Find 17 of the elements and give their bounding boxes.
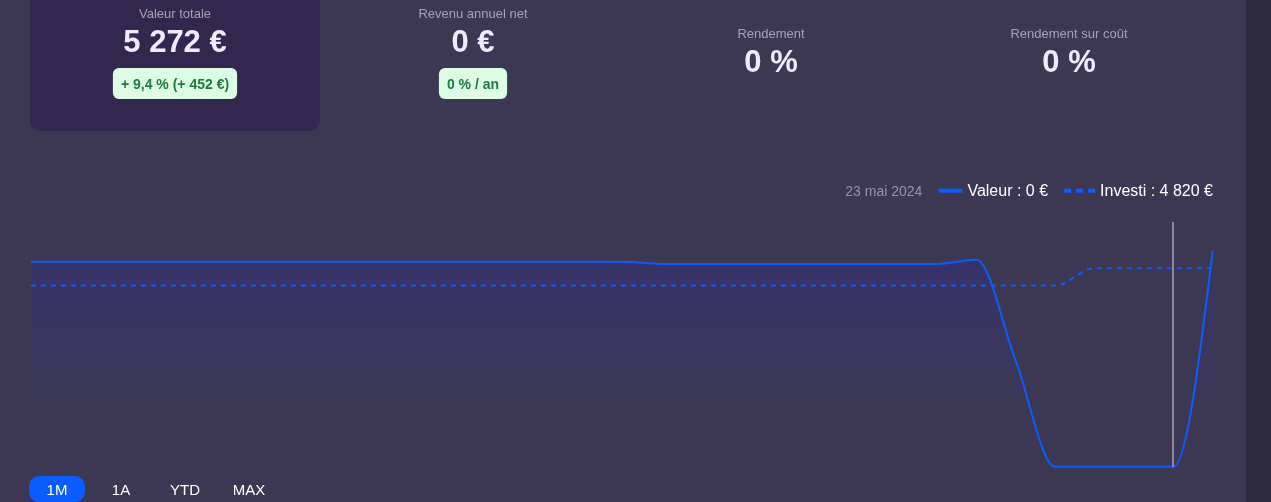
text: 5 272 €	[123, 24, 227, 59]
text: + 9,4 % (+ 452 €)	[120, 76, 230, 92]
legend-label: Valeur : 0 €	[967, 182, 1049, 200]
legend-label: Investi : 4 820 €	[1100, 182, 1214, 200]
text: Rendement sur coût	[1010, 26, 1128, 41]
text: 0 €	[451, 24, 495, 59]
text: Rendement	[737, 26, 805, 41]
text: MAX	[232, 481, 266, 498]
text: Revenu annuel net	[418, 6, 528, 21]
text: YTD	[170, 481, 201, 498]
text: 1A	[111, 481, 131, 498]
text: 1M	[46, 481, 68, 498]
text: 0 %	[1042, 44, 1096, 79]
text: 0 % / an	[446, 76, 500, 92]
text: 23 mai 2024	[845, 182, 923, 199]
text: Valeur totale	[138, 6, 212, 21]
text: 0 %	[744, 44, 798, 79]
